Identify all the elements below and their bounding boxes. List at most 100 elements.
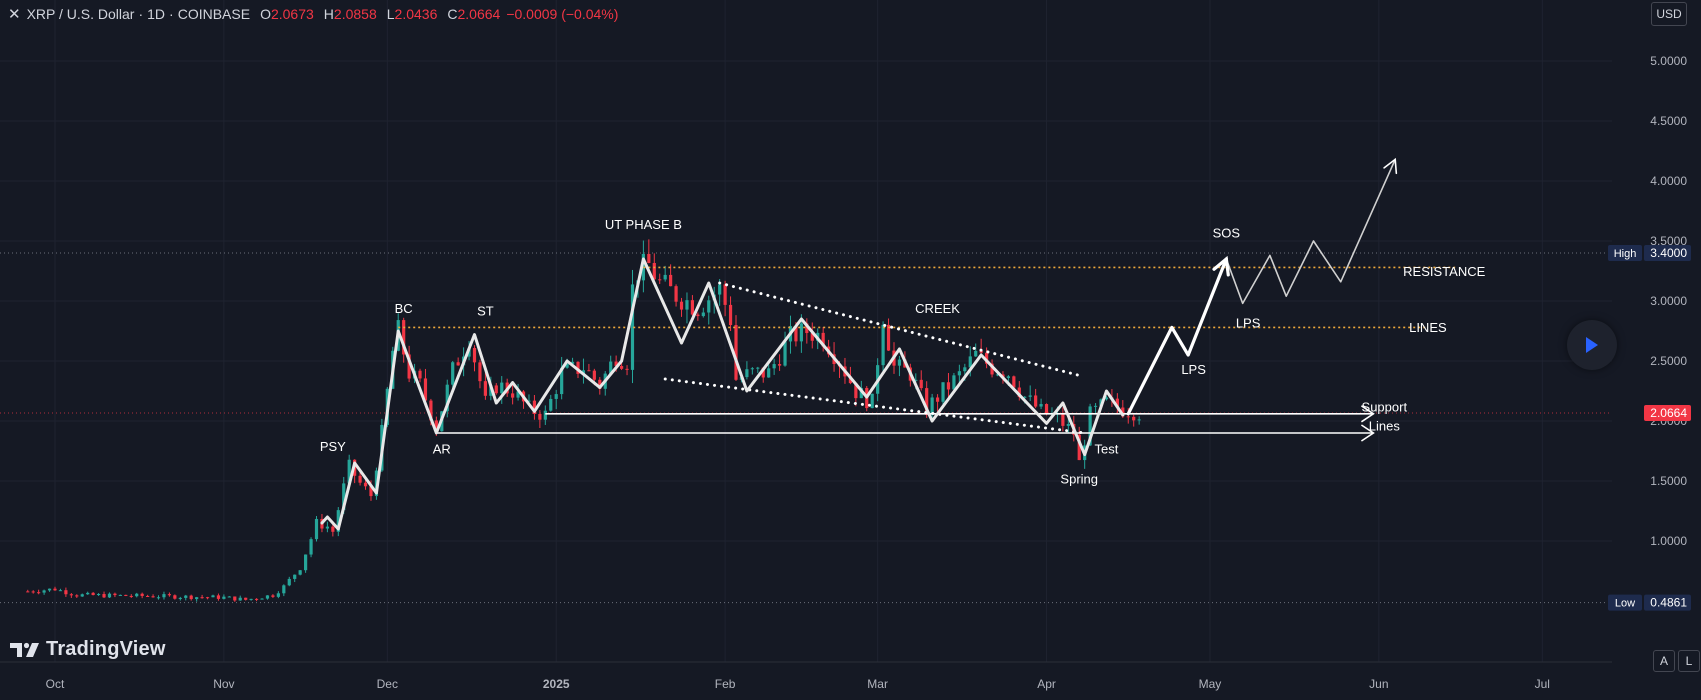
high-price-tag-bg <box>1644 245 1691 261</box>
candle-body <box>870 393 874 409</box>
annotations: PSY BC ST AR UT PHASE B CREEK SOS LPS LPS RESISTA… <box>320 217 1486 486</box>
log-scale-button[interactable]: L <box>1678 650 1700 672</box>
dotted-trendline-upper <box>718 281 1081 377</box>
candle-body <box>102 594 106 598</box>
candle-body <box>363 482 368 487</box>
price-tick-label: 1.0000 <box>1650 534 1687 548</box>
candle-body <box>358 475 362 483</box>
candle-body <box>173 595 177 599</box>
candle-body <box>402 320 406 355</box>
candle <box>91 591 95 596</box>
candle-body <box>336 510 340 532</box>
candle <box>173 594 177 600</box>
candle-body <box>1104 397 1109 400</box>
candle-body <box>472 347 477 363</box>
price-axis: 5.00004.50004.00003.50003.00002.50002.00… <box>1608 0 1701 700</box>
candle-body <box>86 592 90 595</box>
candle-body <box>287 578 291 586</box>
candle-body <box>205 597 210 599</box>
candle <box>690 295 695 316</box>
candle <box>669 264 673 287</box>
candle-body <box>647 253 651 264</box>
last-price-tag-bg <box>1644 405 1691 422</box>
candle <box>745 361 749 380</box>
candle <box>663 265 667 282</box>
candle <box>156 595 161 600</box>
annotation-label: SOS <box>1213 225 1241 240</box>
annotation-label: PSY <box>320 439 346 454</box>
arrowhead-icon <box>1360 405 1375 423</box>
candle-body <box>581 370 586 374</box>
candle-body <box>282 585 286 594</box>
annotation-label: AR <box>433 441 451 456</box>
candle-body <box>244 597 248 600</box>
annotation-label: UT PHASE B <box>605 217 682 232</box>
candle <box>810 322 814 349</box>
high-label: H <box>323 6 334 22</box>
candle-body <box>434 420 438 432</box>
candle <box>124 594 128 597</box>
candle <box>167 592 172 597</box>
candle-body <box>1126 416 1130 418</box>
candle-body <box>925 388 929 415</box>
annotation-label: CREEK <box>915 301 960 316</box>
candle-body <box>167 594 172 596</box>
replay-play-button[interactable] <box>1567 320 1617 370</box>
candle-body <box>249 598 253 600</box>
candle-body <box>451 362 455 385</box>
candle-body <box>80 594 84 597</box>
auto-scale-button[interactable]: A <box>1653 650 1675 672</box>
candle-body <box>189 595 193 600</box>
candle <box>304 554 308 573</box>
target-arrowhead-icon <box>1383 157 1398 175</box>
candle-body <box>162 594 166 598</box>
candle <box>630 269 635 384</box>
currency-button[interactable]: USD <box>1651 2 1687 26</box>
candle <box>205 596 210 600</box>
candle <box>276 591 280 599</box>
price-tick-label: 3.0000 <box>1650 294 1687 308</box>
candle <box>805 318 809 344</box>
last-price-tag: 2.0664 <box>1644 405 1691 422</box>
candle <box>658 273 662 285</box>
candle-body <box>979 350 983 353</box>
candle-body <box>1088 406 1092 446</box>
candle <box>129 594 133 598</box>
interval-label[interactable]: 1D <box>147 6 166 22</box>
candle <box>696 312 700 321</box>
tradingview-logo[interactable]: TradingView <box>10 638 166 661</box>
candle-body <box>347 459 351 484</box>
candle-body <box>260 598 264 600</box>
candle-body <box>941 382 945 402</box>
candle-body <box>483 381 487 396</box>
candle-body <box>897 359 902 366</box>
candle-body <box>701 312 705 317</box>
candle-body <box>1012 376 1016 388</box>
symbol-name[interactable]: XRP / U.S. Dollar <box>26 6 135 22</box>
candle-body <box>543 410 547 420</box>
candle-body <box>1039 404 1043 407</box>
candle-body <box>1077 434 1081 461</box>
candle-body <box>314 518 319 540</box>
candle-body <box>135 593 139 597</box>
candle <box>358 471 362 486</box>
drawings <box>320 157 1456 531</box>
price-axis-bg <box>1612 0 1701 700</box>
dotted-trendline-lower <box>663 377 1087 435</box>
arrowhead-icon <box>1360 424 1375 442</box>
candle <box>86 591 90 595</box>
candle <box>118 594 122 596</box>
candle <box>756 366 760 373</box>
candle-body <box>570 361 575 364</box>
change-value: −0.0009 (−0.04%) <box>506 6 619 22</box>
candle <box>178 596 182 601</box>
candle-body <box>222 596 226 599</box>
candle <box>777 354 782 371</box>
candle-body <box>1115 398 1119 408</box>
logo-text: TradingView <box>46 638 166 660</box>
low-label: L <box>386 6 395 22</box>
symbol-legend: ✕ XRP / U.S. Dollar · 1D · COINBASE O 2.0… <box>8 6 619 23</box>
candle <box>1093 403 1098 414</box>
candle-body <box>728 304 733 326</box>
